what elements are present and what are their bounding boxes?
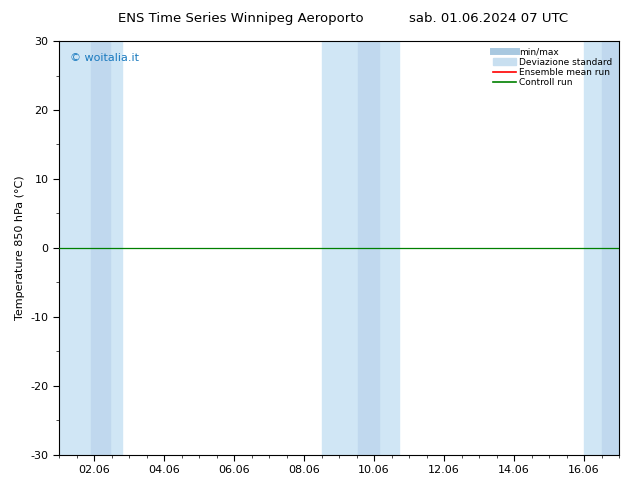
Text: © woitalia.it: © woitalia.it bbox=[70, 53, 139, 64]
Bar bbox=[59, 41, 122, 455]
Bar bbox=[584, 41, 619, 455]
Text: sab. 01.06.2024 07 UTC: sab. 01.06.2024 07 UTC bbox=[409, 12, 567, 25]
Text: ENS Time Series Winnipeg Aeroporto: ENS Time Series Winnipeg Aeroporto bbox=[118, 12, 364, 25]
Bar bbox=[358, 41, 379, 455]
Y-axis label: Temperature 850 hPa (°C): Temperature 850 hPa (°C) bbox=[15, 175, 25, 320]
Bar bbox=[321, 41, 399, 455]
Bar bbox=[91, 41, 110, 455]
Bar bbox=[602, 41, 619, 455]
Legend: min/max, Deviazione standard, Ensemble mean run, Controll run: min/max, Deviazione standard, Ensemble m… bbox=[491, 46, 614, 89]
